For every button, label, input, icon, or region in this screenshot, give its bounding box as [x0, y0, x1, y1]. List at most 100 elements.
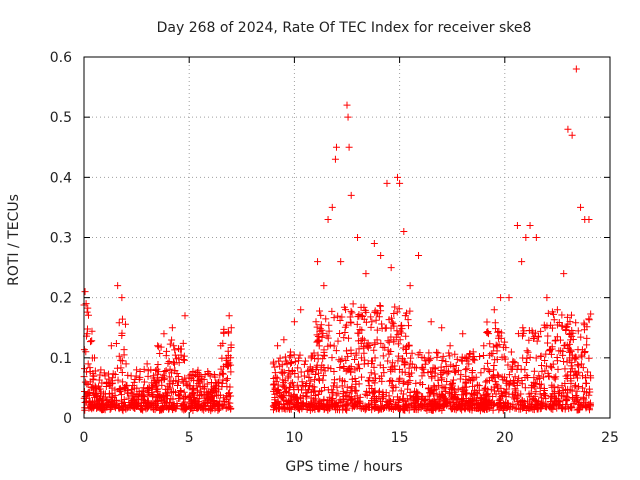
- data-point: [527, 389, 535, 397]
- data-point-peak: [585, 215, 593, 223]
- data-point: [223, 392, 231, 400]
- data-point: [585, 400, 593, 408]
- data-point: [175, 378, 183, 386]
- data-point: [204, 390, 212, 398]
- data-point-peak: [225, 312, 233, 320]
- data-point-peak: [564, 125, 572, 133]
- data-point: [379, 352, 387, 360]
- data-point: [404, 341, 412, 349]
- data-point: [537, 404, 545, 412]
- data-point-peak: [324, 215, 332, 223]
- data-point: [347, 346, 355, 354]
- data-point: [454, 385, 462, 393]
- data-point: [451, 368, 459, 376]
- data-point: [404, 380, 412, 388]
- data-point: [88, 327, 96, 335]
- data-point: [579, 393, 587, 401]
- data-point: [163, 392, 171, 400]
- data-point: [501, 338, 509, 346]
- data-point: [310, 388, 318, 396]
- data-point: [502, 389, 510, 397]
- data-point: [345, 334, 353, 342]
- data-point: [350, 402, 358, 410]
- data-point: [366, 400, 374, 408]
- data-point: [120, 351, 128, 359]
- data-point: [88, 404, 96, 412]
- data-point: [401, 368, 409, 376]
- data-point: [129, 403, 137, 411]
- data-point: [158, 404, 166, 412]
- data-point: [162, 399, 170, 407]
- data-point: [317, 311, 325, 319]
- data-point: [367, 397, 375, 405]
- y-tick-label: 0.5: [50, 110, 72, 126]
- x-tick-label: 25: [601, 430, 619, 446]
- data-point: [226, 403, 234, 411]
- data-point: [399, 344, 407, 352]
- data-point: [469, 382, 477, 390]
- data-point: [582, 404, 590, 412]
- data-point: [491, 378, 499, 386]
- data-point: [116, 384, 124, 392]
- data-point: [477, 395, 485, 403]
- data-point: [363, 341, 371, 349]
- data-point: [565, 331, 573, 339]
- data-point: [411, 363, 419, 371]
- data-point-peak: [314, 258, 322, 266]
- data-point: [420, 369, 428, 377]
- data-point: [362, 308, 370, 316]
- data-point: [370, 346, 378, 354]
- data-point: [302, 400, 310, 408]
- data-point: [187, 395, 195, 403]
- data-point: [307, 377, 315, 385]
- data-point: [448, 393, 456, 401]
- data-point: [227, 343, 235, 351]
- data-point: [208, 403, 216, 411]
- data-point: [462, 366, 470, 374]
- data-point: [314, 351, 322, 359]
- data-point-peak: [518, 258, 526, 266]
- data-point: [319, 372, 327, 380]
- data-point: [575, 362, 583, 370]
- data-point: [390, 338, 398, 346]
- data-point: [394, 340, 402, 348]
- data-point: [545, 373, 553, 381]
- data-point: [328, 354, 336, 362]
- data-point: [551, 390, 559, 398]
- data-point: [427, 355, 435, 363]
- data-point: [550, 374, 558, 382]
- data-point: [315, 375, 323, 383]
- y-tick-label: 0.1: [50, 351, 72, 367]
- data-point: [369, 377, 377, 385]
- data-point: [394, 331, 402, 339]
- data-point: [368, 318, 376, 326]
- data-point: [556, 398, 564, 406]
- data-point-peak: [568, 131, 576, 139]
- data-point: [291, 358, 299, 366]
- data-point: [531, 396, 539, 404]
- data-point: [353, 320, 361, 328]
- y-tick-label: 0.3: [50, 231, 72, 247]
- data-point: [519, 332, 527, 340]
- data-point: [497, 334, 505, 342]
- data-point-peak: [154, 342, 162, 350]
- data-point: [305, 366, 313, 374]
- data-point: [156, 350, 164, 358]
- data-point: [168, 402, 176, 410]
- data-point: [329, 382, 337, 390]
- data-point: [541, 367, 549, 375]
- data-point: [467, 376, 475, 384]
- data-point: [507, 365, 515, 373]
- data-point: [216, 397, 224, 405]
- data-point: [115, 319, 123, 327]
- data-point: [378, 320, 386, 328]
- data-point: [515, 405, 523, 413]
- data-point: [351, 395, 359, 403]
- data-point: [361, 390, 369, 398]
- data-point: [493, 355, 501, 363]
- data-point: [373, 326, 381, 334]
- data-point: [387, 333, 395, 341]
- data-point: [154, 403, 162, 411]
- data-point: [210, 382, 218, 390]
- data-point: [546, 345, 554, 353]
